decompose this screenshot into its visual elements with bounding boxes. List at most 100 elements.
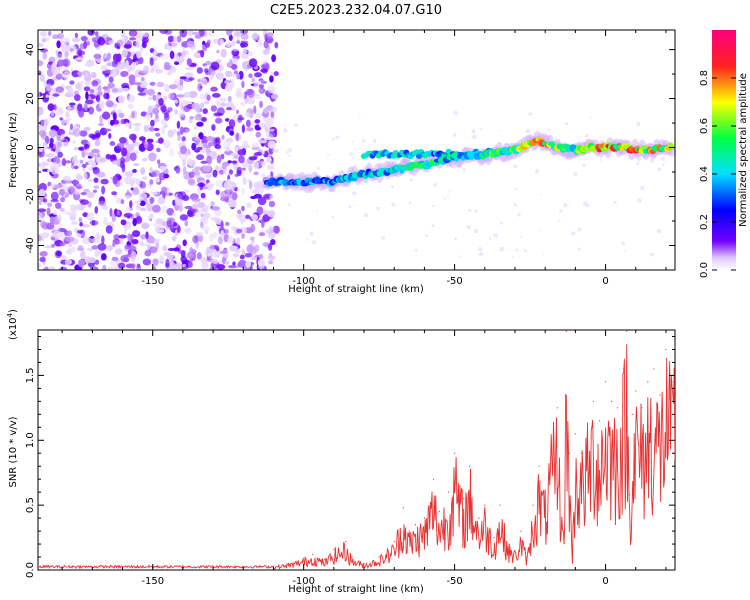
noise-speckle	[182, 239, 187, 247]
noise-speckle	[41, 162, 50, 166]
noise-speckle	[253, 182, 262, 190]
noise-speckle	[240, 33, 249, 40]
noise-speckle	[153, 223, 158, 227]
noise-speckle	[207, 182, 211, 187]
noise-speckle	[77, 258, 85, 268]
noise-speckle	[240, 42, 249, 48]
snr-frame	[37, 329, 676, 571]
noise-speckle	[259, 100, 263, 109]
noise-speckle	[184, 227, 192, 234]
noise-speckle	[288, 148, 292, 152]
noise-speckle	[332, 137, 336, 141]
noise-speckle	[104, 128, 112, 132]
noise-speckle	[236, 228, 243, 234]
colorbar-tick-label: 0.0	[699, 262, 710, 278]
noise-speckle	[126, 223, 132, 229]
snr-point	[345, 540, 347, 543]
noise-speckle	[57, 59, 66, 67]
noise-speckle	[226, 42, 231, 48]
noise-speckle	[213, 112, 222, 117]
snr-xlabel: Height of straight line (km)	[288, 584, 424, 595]
noise-speckle	[196, 231, 204, 237]
snr-point	[623, 368, 625, 370]
noise-speckle	[38, 199, 43, 206]
noise-speckle	[253, 244, 260, 253]
noise-speckle	[149, 167, 153, 174]
noise-speckle	[431, 224, 435, 228]
colorbar-gradient	[712, 30, 736, 270]
noise-speckle	[211, 206, 220, 211]
noise-speckle	[202, 142, 208, 148]
noise-speckle	[81, 149, 86, 158]
y-tick-label: 0.5	[25, 497, 36, 513]
noise-speckle	[118, 262, 126, 269]
noise-speckle	[128, 120, 132, 130]
noise-speckle	[102, 34, 109, 39]
noise-speckle	[656, 228, 662, 234]
noise-speckle	[179, 30, 188, 38]
noise-speckle	[259, 121, 264, 129]
snr-point	[463, 498, 465, 500]
noise-speckle	[125, 143, 135, 152]
noise-speckle	[93, 53, 102, 59]
noise-speckle	[93, 185, 100, 189]
noise-speckle	[500, 221, 503, 225]
noise-speckle	[65, 160, 72, 164]
noise-speckle	[67, 186, 75, 194]
noise-speckle	[39, 31, 48, 37]
noise-speckle	[111, 191, 117, 196]
noise-speckle	[202, 63, 207, 67]
noise-speckle	[186, 40, 196, 48]
noise-speckle	[150, 119, 155, 127]
noise-speckle	[73, 179, 78, 187]
noise-speckle	[196, 146, 203, 151]
noise-speckle	[499, 246, 505, 252]
noise-speckle	[129, 152, 137, 161]
noise-speckle	[152, 107, 160, 115]
noise-speckle	[205, 146, 211, 154]
noise-speckle	[51, 62, 57, 69]
noise-speckle	[159, 30, 168, 34]
noise-speckle	[235, 146, 239, 152]
noise-speckle	[637, 198, 642, 203]
noise-speckle	[287, 203, 291, 207]
noise-speckle	[155, 218, 163, 225]
noise-speckle	[153, 127, 160, 132]
snr-point	[363, 562, 365, 565]
noise-speckle	[175, 165, 181, 174]
noise-speckle	[474, 210, 478, 213]
noise-speckle	[71, 156, 78, 165]
noise-speckle	[248, 156, 258, 161]
noise-speckle	[169, 66, 177, 73]
noise-speckle	[114, 66, 120, 72]
noise-speckle	[466, 225, 471, 230]
noise-speckle	[205, 173, 213, 179]
noise-speckle	[474, 229, 478, 233]
x-tick-label: 0	[602, 276, 608, 287]
noise-speckle	[43, 198, 47, 203]
signal-ridge	[263, 131, 675, 194]
noise-speckle	[241, 80, 245, 89]
noise-speckle	[258, 87, 265, 94]
noise-speckle	[149, 81, 156, 86]
noise-speckle	[38, 188, 46, 197]
noise-speckle	[91, 80, 99, 87]
noise-speckle	[179, 78, 184, 86]
noise-speckle	[159, 172, 166, 181]
noise-speckle	[131, 255, 136, 263]
noise-speckle	[98, 250, 102, 255]
noise-speckle	[91, 245, 99, 250]
noise-speckle	[181, 50, 187, 58]
noise-speckle	[45, 153, 55, 158]
noise-speckle	[228, 119, 236, 129]
noise-speckle	[210, 248, 217, 253]
noise-speckle	[76, 175, 84, 180]
noise-speckle	[40, 220, 46, 228]
noise-speckle	[257, 39, 263, 47]
noise-speckle	[263, 40, 269, 49]
noise-speckle	[87, 178, 94, 183]
noise-speckle	[136, 33, 144, 38]
noise-speckle	[129, 37, 137, 41]
snr-point	[351, 556, 353, 558]
